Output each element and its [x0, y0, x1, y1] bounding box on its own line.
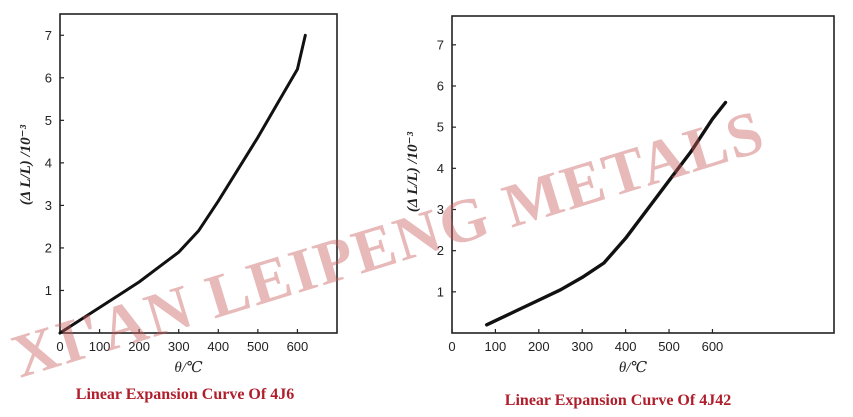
chart-4j6: 1 2 3 4 5 6 7 0 100 200 300 400 500 600 (Δ L/L) /10⁻…	[18, 13, 338, 403]
y-ticks: 1 2 3 4 5 6 7	[437, 37, 456, 299]
x-tick-label: 400	[615, 339, 637, 354]
y-tick-label: 5	[437, 120, 444, 135]
x-tick-label: 300	[168, 339, 190, 354]
y-tick-label: 2	[45, 240, 52, 255]
plot-frame	[451, 15, 835, 334]
x-tick-label: 300	[571, 339, 593, 354]
y-tick-label: 2	[437, 243, 444, 258]
y-tick-label: 4	[437, 161, 444, 176]
x-axis-label: θ/℃	[619, 360, 648, 376]
x-tick-label: 0	[448, 339, 455, 354]
y-tick-label: 7	[437, 37, 444, 52]
y-tick-label: 3	[437, 202, 444, 217]
chart-caption-4j6: Linear Expansion Curve Of 4J6	[76, 386, 294, 403]
chart-caption-4j42: Linear Expansion Curve Of 4J42	[505, 392, 731, 409]
y-tick-label: 7	[45, 28, 52, 43]
expansion-curve-4j42	[485, 100, 728, 327]
x-tick-label: 100	[485, 339, 507, 354]
x-tick-label: 400	[207, 339, 229, 354]
x-tick-label: 100	[89, 339, 111, 354]
x-ticks: 0 100 200 300 400 500 600	[448, 329, 723, 354]
y-axis-label: (Δ L/L) /10⁻³	[18, 124, 34, 205]
y-tick-label: 6	[45, 70, 52, 85]
x-tick-label: 200	[528, 339, 550, 354]
y-tick-label: 3	[45, 198, 52, 213]
y-axis-label: (Δ L/L) /10⁻³	[405, 131, 421, 212]
x-ticks: 0 100 200 300 400 500 600	[56, 329, 308, 354]
x-tick-label: 200	[128, 339, 150, 354]
y-tick-label: 6	[437, 78, 444, 93]
expansion-curve-4j6	[58, 33, 307, 335]
plot-frame	[59, 13, 338, 334]
y-tick-label: 5	[45, 113, 52, 128]
x-tick-label: 500	[658, 339, 680, 354]
y-tick-label: 4	[45, 155, 52, 170]
chart-4j42: 1 2 3 4 5 6 7 0 100 200 300 400 500 600 (Δ L/L) /10⁻…	[405, 15, 835, 409]
y-tick-label: 1	[437, 284, 444, 299]
x-tick-label: 500	[247, 339, 269, 354]
y-ticks: 1 2 3 4 5 6 7	[45, 28, 64, 298]
x-tick-label: 0	[56, 339, 63, 354]
x-axis-label: θ/℃	[174, 360, 203, 376]
x-tick-label: 600	[287, 339, 309, 354]
y-tick-label: 1	[45, 283, 52, 298]
x-tick-label: 600	[702, 339, 724, 354]
